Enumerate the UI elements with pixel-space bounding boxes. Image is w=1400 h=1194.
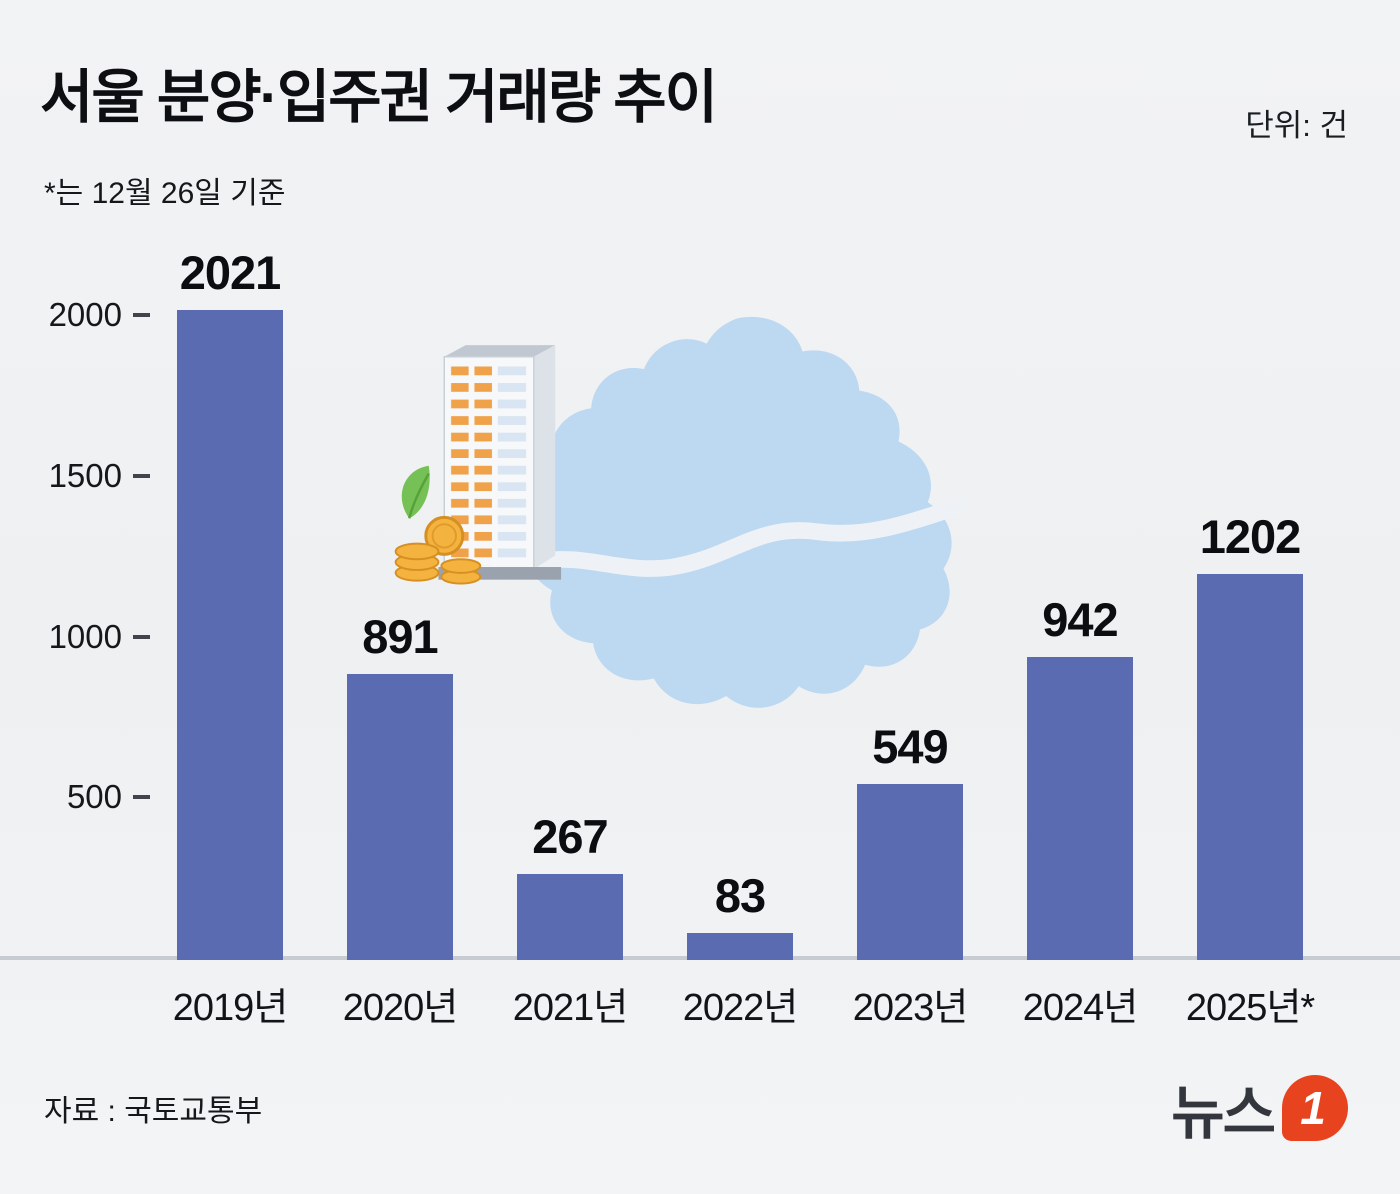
y-tick-mark [133, 634, 150, 639]
leaf-stem [408, 472, 430, 519]
source-label: 자료 : 국토교통부 [44, 1095, 263, 1128]
bar-column: 83 [655, 868, 825, 960]
unit-label: 단위: 건 [1245, 108, 1348, 143]
seoul-map-shape [526, 316, 952, 708]
bar-column: 549 [825, 719, 995, 960]
bar-column: 267 [485, 809, 655, 960]
bar [517, 874, 623, 960]
bar-column: 891 [315, 609, 485, 960]
building-side [533, 345, 556, 569]
logo-text: 뉴스 [1171, 1081, 1276, 1146]
y-tick-mark [133, 313, 150, 318]
x-axis-label: 2019년 [172, 987, 289, 1029]
x-axis-label: 2022년 [682, 987, 799, 1029]
han-river [505, 497, 965, 582]
y-tick-label: 1500 [48, 456, 122, 494]
y-tick: 2000 [28, 296, 150, 334]
x-axis-label: 2024년 [1022, 987, 1139, 1029]
building-illustration [394, 345, 562, 585]
page-title: 서울 분양·입주권 거래량 추이 [40, 65, 718, 130]
y-tick-label: 1000 [48, 617, 122, 655]
x-axis-label: 2025년* [1185, 987, 1315, 1029]
y-tick: 500 [28, 778, 150, 816]
coin-ring [431, 523, 457, 549]
y-tick-mark [133, 795, 150, 800]
bar [857, 783, 963, 960]
bar [687, 933, 793, 960]
bar-value-label: 891 [362, 609, 438, 663]
y-tick-mark [133, 473, 150, 478]
y-tick: 1000 [28, 618, 150, 656]
bar [347, 673, 453, 960]
y-tick: 1500 [28, 457, 150, 495]
bar-value-label: 549 [872, 719, 948, 773]
logo-number: 1 [1300, 1082, 1326, 1134]
bar-column: 1202 [1165, 509, 1335, 960]
leaf-icon [401, 465, 430, 519]
x-axis-labels: 2019년 2020년 2021년 2022년 2023년 2024년 2025… [145, 976, 1335, 1031]
coin-stacks [394, 542, 482, 585]
x-axis-label: 2023년 [852, 987, 969, 1029]
seoul-map-illustration [505, 316, 965, 708]
bar [1197, 573, 1303, 960]
news1-logo: 뉴스 1 [1171, 1066, 1348, 1150]
bar-value-label: 83 [714, 869, 766, 923]
bar [1027, 657, 1133, 960]
bar-value-label: 1202 [1199, 509, 1302, 563]
bar-value-label: 942 [1042, 593, 1118, 647]
bar-column: 2021 [145, 245, 315, 960]
x-axis-label: 2020년 [342, 987, 459, 1029]
logo-mark-icon: 1 [1282, 1075, 1348, 1141]
footnote: *는 12월 26일 기준 [44, 177, 286, 210]
y-tick-label: 500 [66, 778, 122, 816]
bar [177, 310, 283, 960]
plot-area: 2021 891 267 83 549 942 1202 [145, 246, 1335, 960]
coin-icon [424, 515, 465, 556]
building-roof [444, 345, 556, 357]
bar-value-label: 2021 [179, 246, 282, 300]
bar-value-label: 267 [532, 810, 608, 864]
x-axis-label: 2021년 [512, 987, 629, 1029]
bar-column: 942 [995, 592, 1165, 960]
y-tick-label: 2000 [48, 296, 122, 334]
